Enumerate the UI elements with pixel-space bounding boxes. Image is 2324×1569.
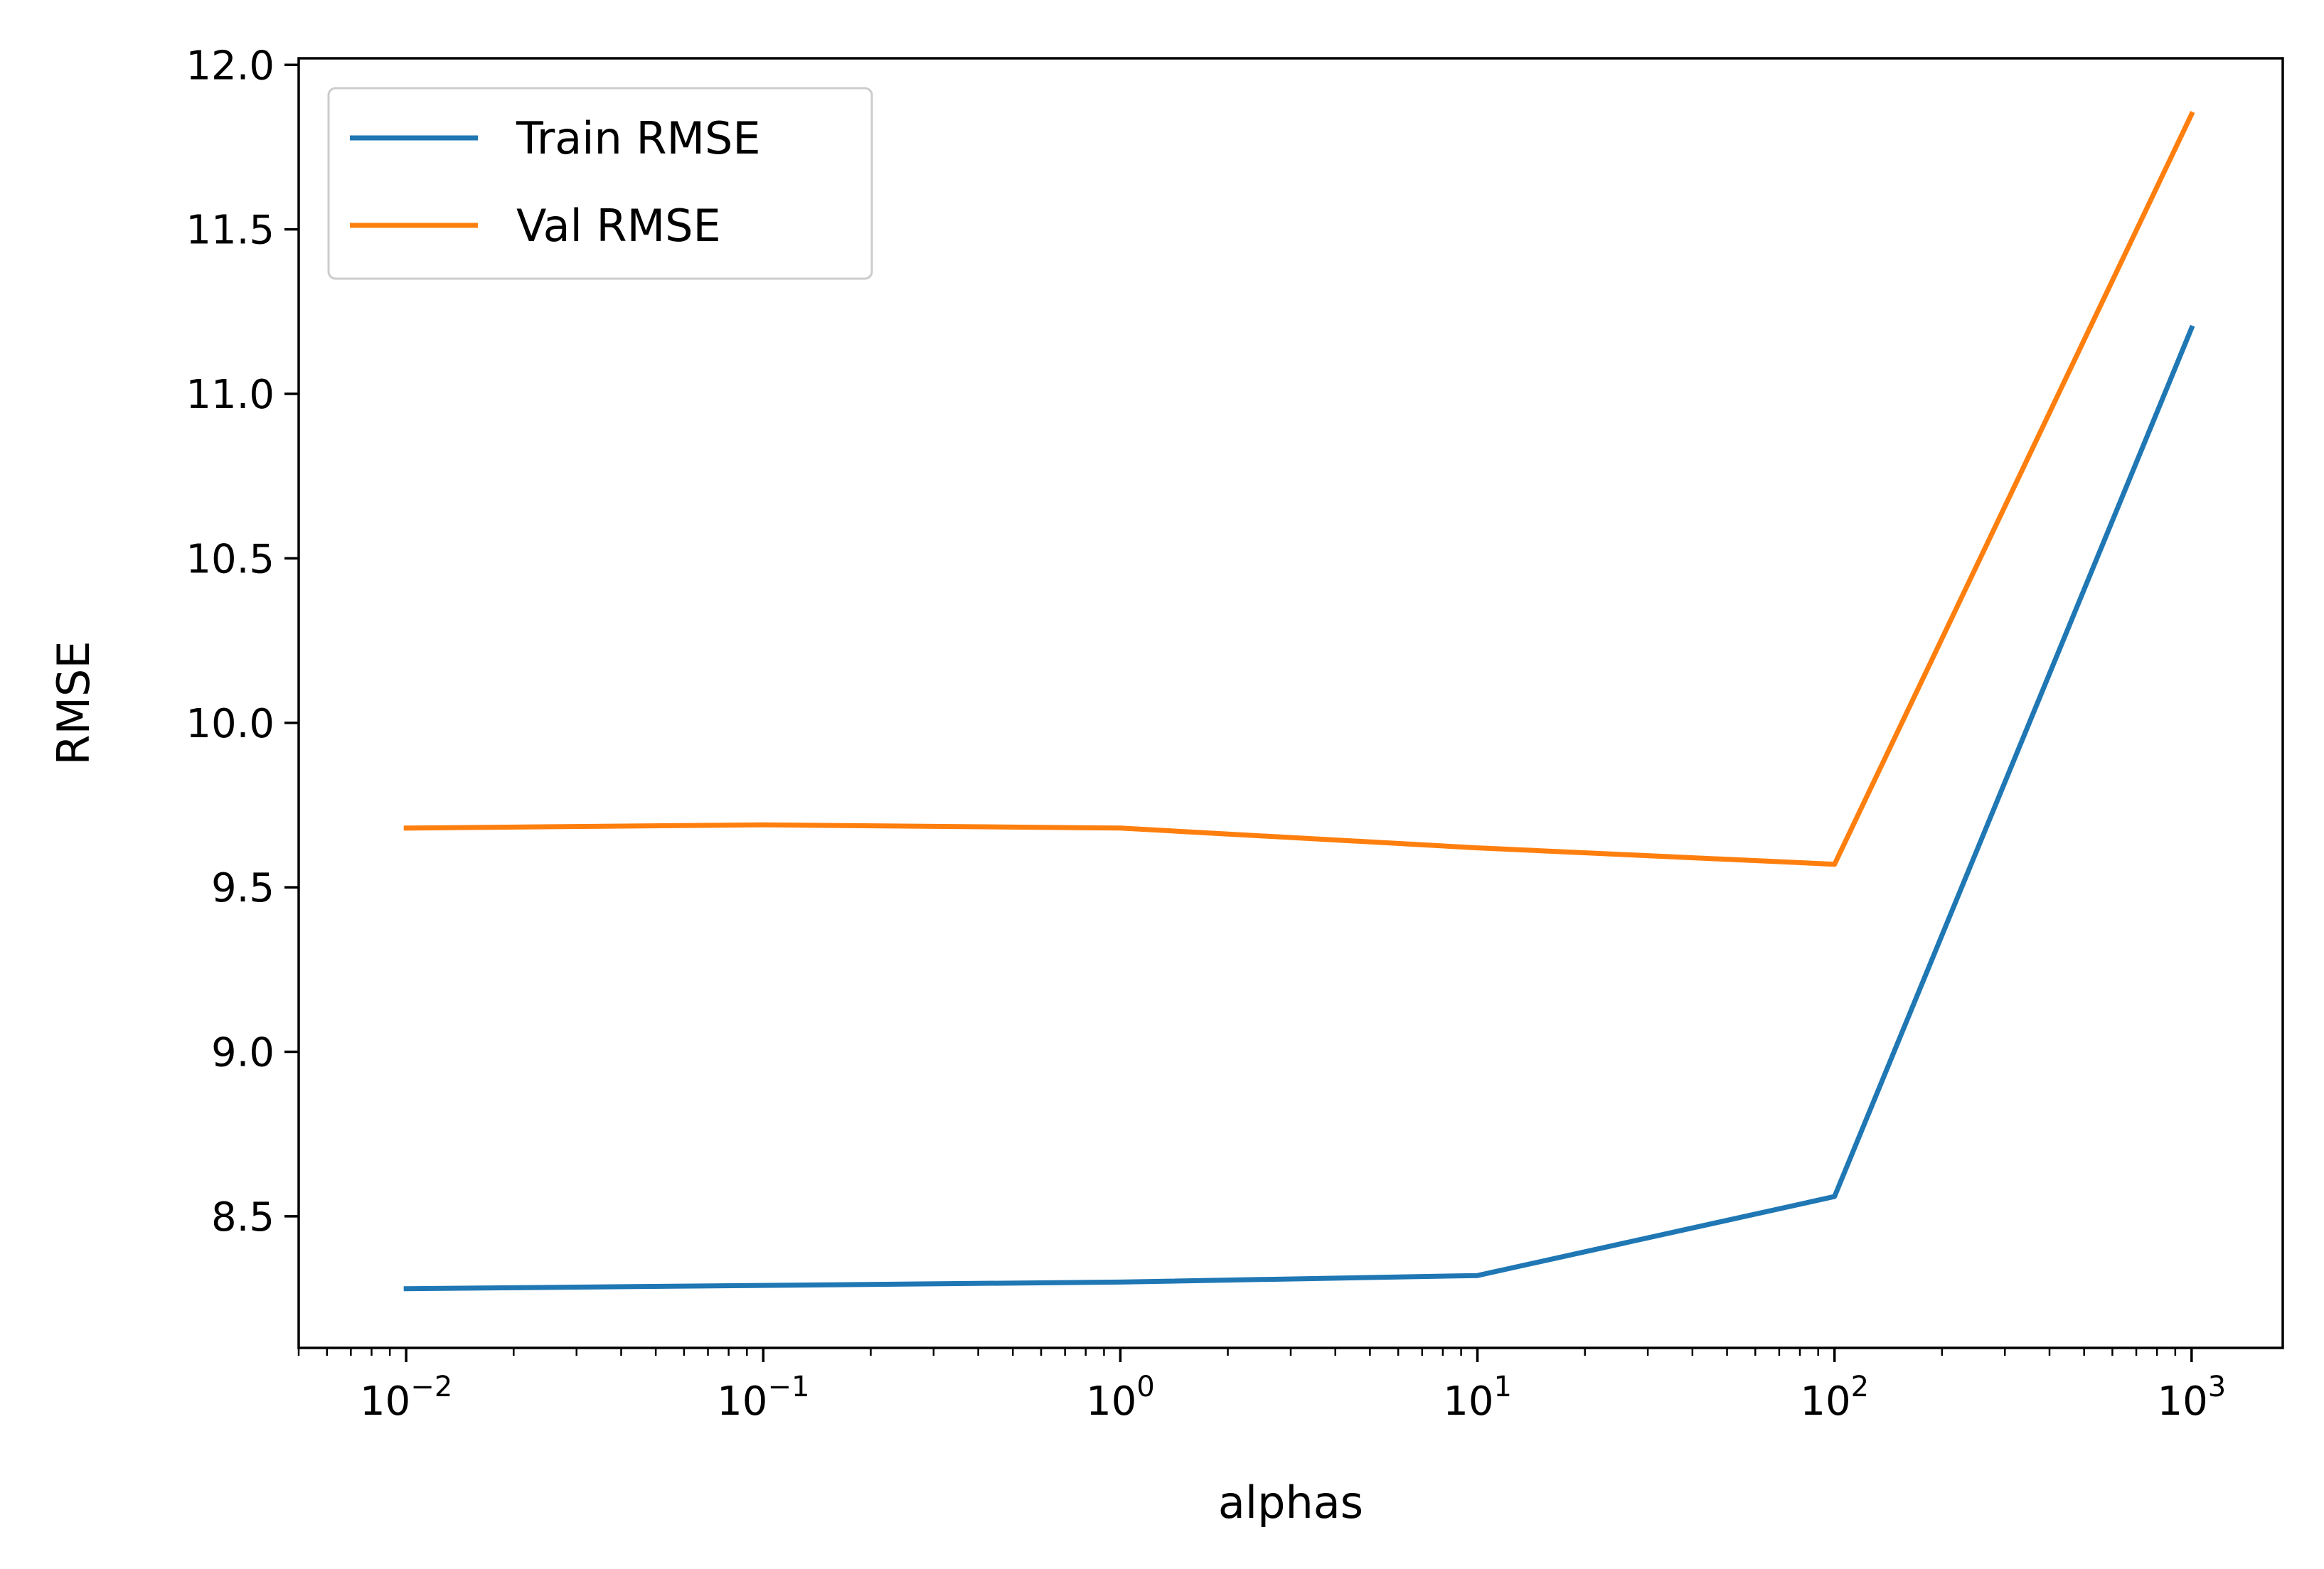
y-tick-label: 9.5 [211, 865, 274, 911]
y-axis-label: RMSE [48, 641, 100, 765]
x-axis-label: alphas [1218, 1477, 1363, 1528]
x-axis: 10−2 10−1 100 101 102 103 [297, 1348, 2226, 1425]
y-tick-label: 11.5 [186, 208, 274, 254]
x-tick-label: 103 [2157, 1371, 2226, 1425]
series-layer [403, 111, 2195, 1292]
y-tick-label: 11.0 [186, 372, 274, 418]
y-tick-label: 10.5 [186, 536, 274, 582]
series-line-1 [403, 111, 2195, 867]
y-tick-label: 8.5 [211, 1194, 274, 1241]
series-line-0 [403, 324, 2195, 1292]
legend: Train RMSE Val RMSE [327, 87, 873, 280]
x-tick-label: 100 [1086, 1371, 1155, 1425]
x-tick-label: 10−1 [717, 1371, 809, 1425]
x-tick-label: 10−2 [360, 1371, 452, 1425]
legend-label: Val RMSE [516, 200, 721, 252]
x-tick-label: 101 [1443, 1371, 1512, 1425]
legend-label: Train RMSE [516, 112, 761, 164]
y-tick-label: 10.0 [186, 701, 274, 747]
y-axis: 8.5 9.0 9.5 10.0 10.5 11.0 11.5 12.0 [186, 43, 299, 1241]
y-tick-label: 12.0 [186, 43, 274, 89]
x-tick-label: 102 [1800, 1371, 1869, 1425]
y-tick-label: 9.0 [211, 1030, 274, 1076]
